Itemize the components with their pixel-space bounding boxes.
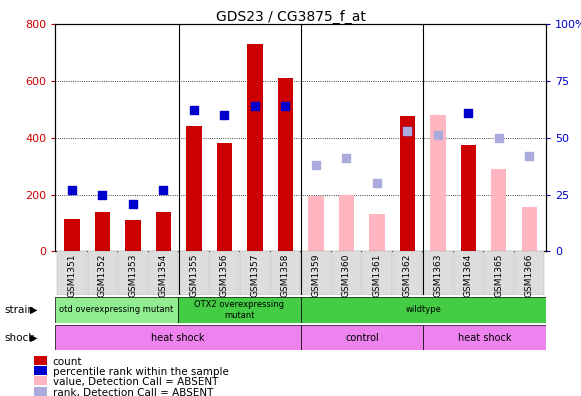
Text: GSM1363: GSM1363 xyxy=(433,253,442,297)
Bar xyxy=(34,376,48,385)
FancyBboxPatch shape xyxy=(149,251,178,295)
Text: GSM1366: GSM1366 xyxy=(525,253,534,297)
Text: GSM1359: GSM1359 xyxy=(311,253,320,297)
Bar xyxy=(400,116,415,251)
Bar xyxy=(34,387,48,396)
FancyBboxPatch shape xyxy=(58,251,87,295)
Bar xyxy=(522,208,537,251)
Text: OTX2 overexpressing
mutant: OTX2 overexpressing mutant xyxy=(194,300,284,320)
Point xyxy=(464,109,473,116)
Bar xyxy=(55,297,178,323)
Bar xyxy=(217,143,232,251)
Bar xyxy=(34,356,48,365)
FancyBboxPatch shape xyxy=(515,251,544,295)
Bar xyxy=(178,297,301,323)
Bar xyxy=(125,220,141,251)
Bar xyxy=(431,115,446,251)
Point xyxy=(281,103,290,109)
Text: GSM1354: GSM1354 xyxy=(159,253,168,297)
Bar xyxy=(95,211,110,251)
FancyBboxPatch shape xyxy=(302,251,331,295)
Text: percentile rank within the sample: percentile rank within the sample xyxy=(53,367,228,377)
Point xyxy=(433,132,443,139)
Text: GSM1365: GSM1365 xyxy=(494,253,503,297)
Point xyxy=(67,187,77,193)
Point xyxy=(525,152,534,159)
Bar xyxy=(55,325,301,350)
Text: GSM1351: GSM1351 xyxy=(67,253,77,297)
FancyBboxPatch shape xyxy=(180,251,209,295)
Bar xyxy=(187,126,202,251)
Text: GSM1352: GSM1352 xyxy=(98,253,107,297)
Text: ▶: ▶ xyxy=(30,333,38,343)
Text: GSM1357: GSM1357 xyxy=(250,253,260,297)
Bar xyxy=(64,219,80,251)
Bar xyxy=(301,325,424,350)
Bar xyxy=(370,215,385,251)
Bar xyxy=(424,325,546,350)
Point xyxy=(159,187,168,193)
FancyBboxPatch shape xyxy=(332,251,361,295)
Bar xyxy=(278,78,293,251)
Text: strain: strain xyxy=(5,305,35,315)
FancyBboxPatch shape xyxy=(363,251,392,295)
Bar xyxy=(339,194,354,251)
FancyBboxPatch shape xyxy=(484,251,514,295)
Point xyxy=(494,135,504,141)
Point xyxy=(403,128,412,134)
Bar xyxy=(461,145,476,251)
Text: GSM1364: GSM1364 xyxy=(464,253,473,297)
Point xyxy=(189,107,199,114)
Point xyxy=(342,155,351,161)
Bar xyxy=(248,44,263,251)
FancyBboxPatch shape xyxy=(119,251,148,295)
Text: wildtype: wildtype xyxy=(406,305,442,314)
FancyBboxPatch shape xyxy=(393,251,422,295)
Bar xyxy=(309,196,324,251)
Point xyxy=(98,191,107,198)
Text: GSM1358: GSM1358 xyxy=(281,253,290,297)
Bar xyxy=(156,211,171,251)
FancyBboxPatch shape xyxy=(271,251,300,295)
Text: rank, Detection Call = ABSENT: rank, Detection Call = ABSENT xyxy=(53,388,213,396)
Point xyxy=(403,128,412,134)
FancyBboxPatch shape xyxy=(241,251,270,295)
FancyBboxPatch shape xyxy=(210,251,239,295)
Text: value, Detection Call = ABSENT: value, Detection Call = ABSENT xyxy=(53,377,218,387)
Text: GSM1361: GSM1361 xyxy=(372,253,381,297)
Point xyxy=(220,112,229,118)
FancyBboxPatch shape xyxy=(423,251,453,295)
Text: otd overexpressing mutant: otd overexpressing mutant xyxy=(59,305,174,314)
Text: GSM1353: GSM1353 xyxy=(128,253,138,297)
Text: GSM1360: GSM1360 xyxy=(342,253,351,297)
Text: GDS23 / CG3875_f_at: GDS23 / CG3875_f_at xyxy=(216,10,365,24)
Point xyxy=(311,162,321,168)
Bar xyxy=(34,366,48,375)
Text: GSM1355: GSM1355 xyxy=(189,253,199,297)
Text: GSM1362: GSM1362 xyxy=(403,253,412,297)
FancyBboxPatch shape xyxy=(88,251,117,295)
Text: heat shock: heat shock xyxy=(458,333,511,343)
Point xyxy=(128,200,138,207)
Text: heat shock: heat shock xyxy=(151,333,205,343)
Bar xyxy=(301,297,546,323)
Bar xyxy=(492,169,507,251)
FancyBboxPatch shape xyxy=(454,251,483,295)
Point xyxy=(250,103,260,109)
Text: control: control xyxy=(345,333,379,343)
Point xyxy=(372,180,382,187)
Text: ▶: ▶ xyxy=(30,305,38,315)
Text: shock: shock xyxy=(5,333,35,343)
Text: GSM1356: GSM1356 xyxy=(220,253,229,297)
Text: count: count xyxy=(53,357,82,367)
